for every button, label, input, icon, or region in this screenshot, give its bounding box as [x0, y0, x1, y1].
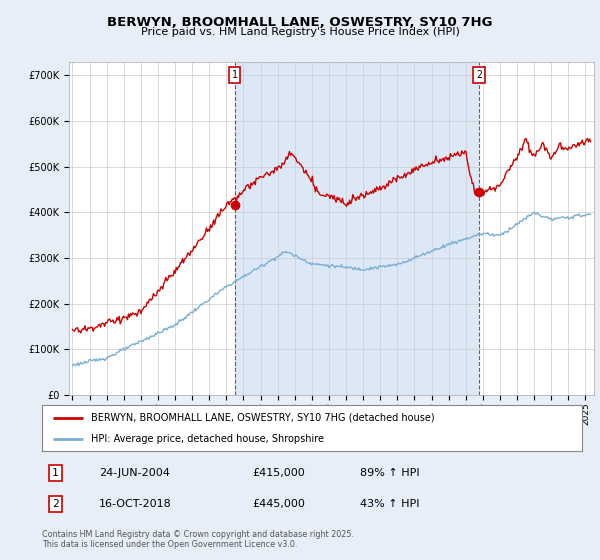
Text: 1: 1	[52, 468, 59, 478]
Text: BERWYN, BROOMHALL LANE, OSWESTRY, SY10 7HG: BERWYN, BROOMHALL LANE, OSWESTRY, SY10 7…	[107, 16, 493, 29]
Text: Price paid vs. HM Land Registry's House Price Index (HPI): Price paid vs. HM Land Registry's House …	[140, 27, 460, 37]
Text: £445,000: £445,000	[252, 499, 305, 509]
Text: 89% ↑ HPI: 89% ↑ HPI	[360, 468, 419, 478]
Text: This data is licensed under the Open Government Licence v3.0.: This data is licensed under the Open Gov…	[42, 540, 298, 549]
Text: 43% ↑ HPI: 43% ↑ HPI	[360, 499, 419, 509]
Text: 24-JUN-2004: 24-JUN-2004	[99, 468, 170, 478]
Text: 2: 2	[476, 70, 482, 80]
Text: BERWYN, BROOMHALL LANE, OSWESTRY, SY10 7HG (detached house): BERWYN, BROOMHALL LANE, OSWESTRY, SY10 7…	[91, 413, 434, 423]
Text: 2: 2	[52, 499, 59, 509]
Text: HPI: Average price, detached house, Shropshire: HPI: Average price, detached house, Shro…	[91, 435, 323, 444]
Text: Contains HM Land Registry data © Crown copyright and database right 2025.: Contains HM Land Registry data © Crown c…	[42, 530, 354, 539]
Bar	[235, 62, 479, 395]
Text: 1: 1	[232, 70, 238, 80]
Text: 16-OCT-2018: 16-OCT-2018	[99, 499, 172, 509]
Text: £415,000: £415,000	[252, 468, 305, 478]
